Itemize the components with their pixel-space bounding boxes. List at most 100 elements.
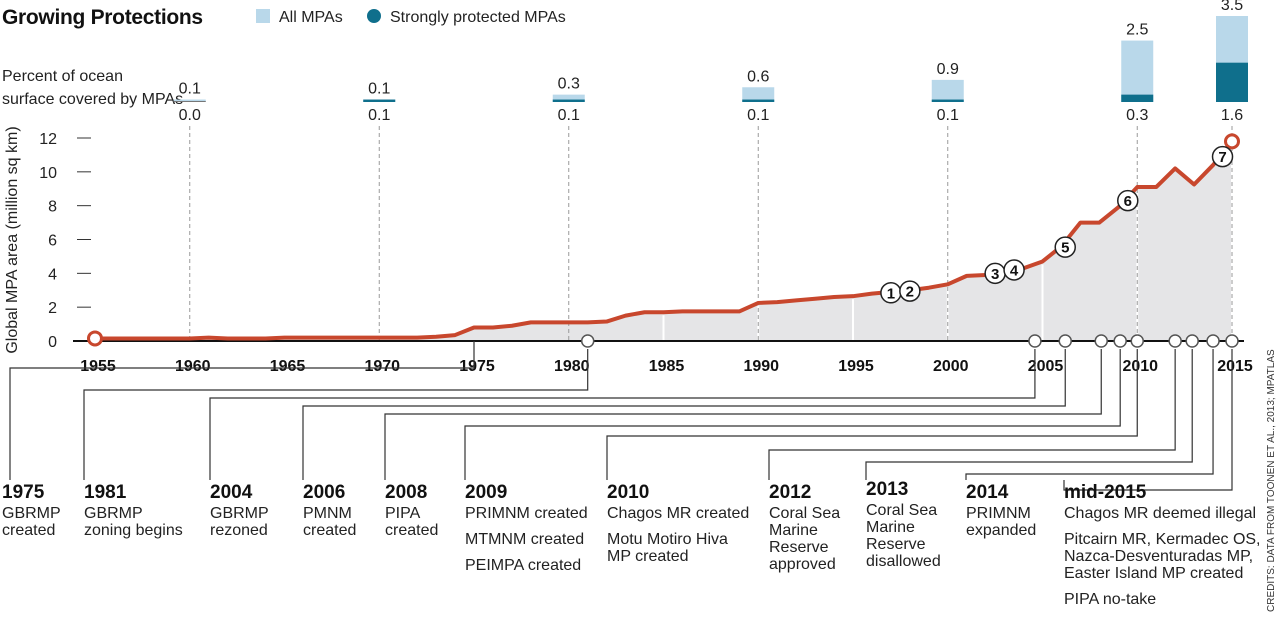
- event-marker: [899, 280, 921, 302]
- timeline-point: [1028, 334, 1042, 348]
- timeline-text: Nazca-Desventuradas MP,: [1064, 548, 1253, 565]
- event-marker-label: 5: [1061, 240, 1069, 257]
- coverage-bars: 0.1 0.0 0.1 0.1 0.3 0.1 0.6 0.1 0.9 0.1 2.5 0.3 3.5 1…: [173, 0, 1248, 124]
- timeline-text: expanded: [966, 522, 1036, 539]
- bar-all-mpas: [931, 79, 964, 102]
- event-marker-label: 6: [1124, 193, 1132, 210]
- timeline-text: Marine: [866, 519, 915, 536]
- timeline-text: created: [385, 522, 438, 539]
- timeline-year: 2013: [866, 479, 908, 500]
- timeline-connector: [209, 349, 1036, 480]
- x-tick-label: 2000: [933, 358, 969, 375]
- timeline-year: 2012: [769, 482, 811, 503]
- timeline-year: 2014: [966, 482, 1009, 503]
- event-marker: [1003, 259, 1025, 281]
- timeline-connector: [606, 349, 1138, 480]
- timeline-year: 2004: [210, 482, 253, 503]
- timeline-point: [1206, 334, 1220, 348]
- start-point: [87, 330, 103, 347]
- series-line: [95, 140, 1234, 341]
- timeline-text: Chagos MR deemed illegal: [1064, 505, 1256, 522]
- x-tick-label: 1980: [554, 358, 590, 375]
- timeline-year: 2010: [607, 482, 649, 503]
- bar-all-mpas: [552, 94, 585, 102]
- timeline-connector: [1063, 349, 1233, 491]
- bar-strong-mpas: [742, 99, 775, 102]
- timeline-text: PRIMNM: [966, 505, 1031, 522]
- x-tick-label: 1955: [80, 358, 116, 375]
- bar-bottom-label: 0.1: [558, 107, 580, 124]
- timeline-point: [1113, 334, 1127, 348]
- x-tick-label: 1970: [364, 358, 400, 375]
- bar-caption-line1: Percent of ocean: [2, 68, 123, 85]
- bar-bottom-label: 0.0: [179, 107, 201, 124]
- legend-label-strong: Strongly protected MPAs: [390, 9, 566, 26]
- timeline-connector: [83, 349, 589, 480]
- timeline-text: PMNM: [303, 505, 352, 522]
- timeline-text: approved: [769, 556, 836, 573]
- bar-strong-mpas: [552, 99, 585, 102]
- bar-strong-mpas: [173, 101, 206, 102]
- y-tick-label: 2: [48, 300, 57, 317]
- timeline-text: disallowed: [866, 553, 941, 570]
- timeline-text: Easter Island MP created: [1064, 565, 1243, 582]
- x-tick-label: 2010: [1122, 358, 1158, 375]
- bar-bottom-label: 0.1: [368, 107, 390, 124]
- timeline-text: created: [2, 522, 55, 539]
- timeline-text: PIPA: [385, 505, 421, 522]
- bar-top-label: 0.3: [558, 76, 580, 93]
- event-marker: [1117, 189, 1139, 212]
- timeline-year: 2009: [465, 482, 507, 503]
- timeline-text: zoning begins: [84, 522, 183, 539]
- timeline-text: GBRMP: [84, 505, 143, 522]
- end-point: [1224, 133, 1240, 150]
- timeline-text: PIPA no-take: [1064, 591, 1156, 608]
- x-tick-label: 1990: [743, 358, 779, 375]
- timeline-point: [580, 334, 595, 348]
- legend-swatch-strong: [367, 9, 381, 23]
- timeline-connector: [302, 349, 1066, 480]
- y-tick-label: 12: [39, 131, 57, 148]
- bar-bottom-label: 0.3: [1126, 107, 1148, 124]
- bar-strong-mpas: [931, 99, 964, 102]
- timeline-text: created: [303, 522, 356, 539]
- y-tick-label: 6: [48, 233, 57, 250]
- y-tick-label: 8: [48, 199, 57, 216]
- bar-strong-mpas: [1121, 94, 1154, 102]
- timeline-text: MP created: [607, 548, 689, 565]
- timeline-text: rezoned: [210, 522, 268, 539]
- timeline-text: GBRMP: [2, 505, 61, 522]
- legend: All MPAs Strongly protected MPAs: [256, 9, 566, 26]
- y-tick-label: 0: [48, 334, 57, 351]
- y-axis-label: Global MPA area (million sq km): [4, 126, 21, 353]
- bar-top-label: 0.1: [368, 81, 390, 98]
- timeline-connector: [768, 349, 1176, 480]
- x-tick-label: 1975: [459, 358, 495, 375]
- bar-strong-mpas: [363, 99, 396, 102]
- timeline-text: Chagos MR created: [607, 505, 749, 522]
- timeline-point: [1094, 334, 1108, 348]
- timeline-text: Reserve: [866, 536, 926, 553]
- bar-caption-line2: surface covered by MPAs: [2, 91, 183, 108]
- timeline-connector: [9, 341, 475, 480]
- timeline-year: 2008: [385, 482, 427, 503]
- timeline-year: 1975: [2, 482, 45, 503]
- bar-top-label: 2.5: [1126, 22, 1148, 39]
- event-marker: [1054, 236, 1076, 258]
- event-marker: [1211, 145, 1234, 168]
- x-tick-label: 2005: [1028, 358, 1064, 375]
- bar-bottom-label: 1.6: [1221, 107, 1243, 124]
- y-tick-label: 10: [39, 165, 57, 182]
- x-tick-label: 2015: [1217, 358, 1253, 375]
- timeline-text: Motu Motiro Hiva: [607, 531, 728, 548]
- bar-strong-mpas: [1216, 62, 1248, 102]
- x-tick-label: 1960: [175, 358, 211, 375]
- bar-bottom-label: 0.1: [747, 107, 769, 124]
- credit-line: CREDITS: DATA FROM TOONEN ET AL., 2013; …: [1266, 349, 1277, 612]
- timeline-text: Coral Sea: [769, 505, 840, 522]
- event-marker-label: 1: [887, 285, 895, 302]
- timeline-text: Marine: [769, 522, 818, 539]
- timeline-text: MTMNM created: [465, 531, 584, 548]
- timeline-point: [1185, 334, 1199, 348]
